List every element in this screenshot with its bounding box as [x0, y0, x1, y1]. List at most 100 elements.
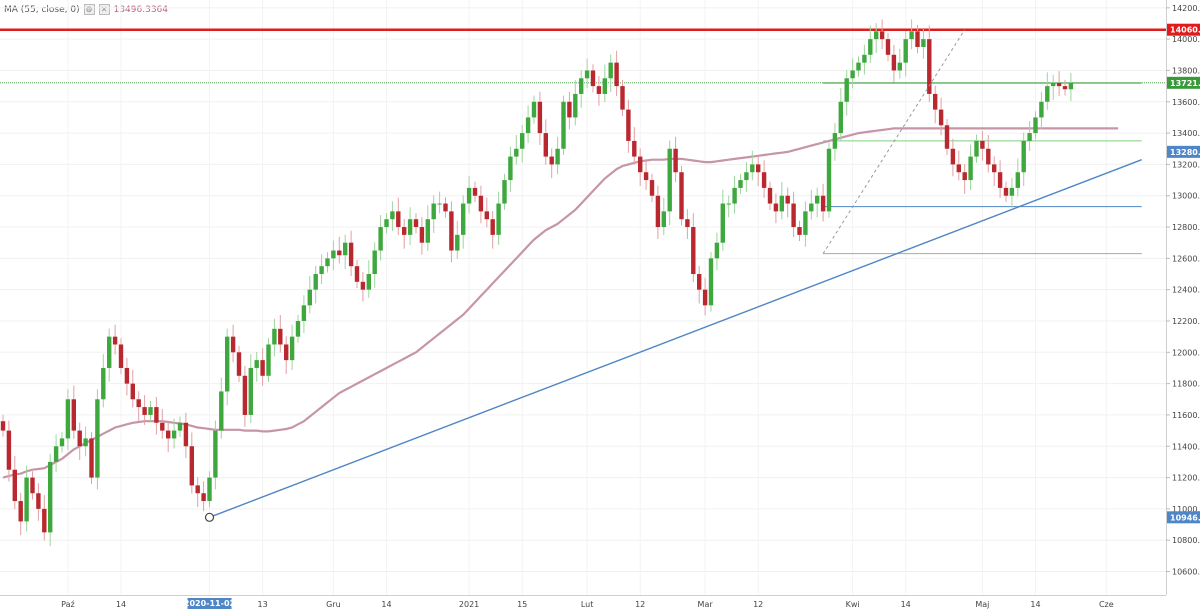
candle	[756, 156, 761, 187]
candle-body	[708, 258, 714, 306]
candle-body	[278, 328, 283, 345]
candle	[921, 29, 926, 59]
candle-body	[12, 469, 17, 502]
moving-average	[2, 127, 1119, 479]
x-tick-label: Kwi	[846, 600, 860, 609]
candle-body	[596, 86, 602, 94]
candle-body	[443, 203, 448, 212]
candle-body	[301, 305, 307, 321]
candle	[148, 400, 153, 422]
candle	[909, 19, 914, 50]
candle-body	[974, 140, 979, 157]
candle-body	[171, 430, 177, 439]
candle-body	[366, 274, 371, 290]
candle-body	[6, 430, 12, 470]
candle	[638, 148, 643, 187]
close-icon[interactable]: ✕	[98, 4, 110, 15]
candle	[207, 471, 212, 508]
candle	[874, 23, 879, 53]
candle	[649, 173, 655, 202]
candle-body	[166, 430, 171, 439]
candle	[490, 211, 495, 249]
y-tick-label: 11200.0	[1172, 474, 1200, 483]
candle-body	[767, 187, 773, 204]
candle-body	[42, 508, 47, 533]
candle-body	[514, 148, 519, 157]
candle-body	[673, 148, 678, 173]
candle	[502, 173, 507, 210]
y-tick-label: 12000.0	[1172, 348, 1200, 357]
candle	[65, 389, 71, 451]
candle-body	[248, 367, 253, 415]
candle-body	[779, 195, 784, 212]
candle-body	[921, 39, 926, 47]
candle-body	[773, 203, 779, 212]
candle	[626, 99, 631, 153]
candle	[508, 146, 513, 192]
gear-icon[interactable]: ⚙	[83, 4, 95, 15]
candle-body	[1021, 140, 1026, 173]
candle-body	[360, 281, 366, 290]
candle	[419, 217, 425, 255]
candle-body	[927, 39, 932, 94]
candle-body	[407, 219, 413, 235]
candle	[944, 119, 950, 156]
candle	[42, 495, 47, 541]
candle-body	[879, 31, 885, 40]
candle-body	[207, 477, 212, 502]
candle	[980, 130, 985, 161]
x-tick-label: 15	[517, 600, 527, 609]
candle-body	[130, 383, 135, 400]
candle	[325, 252, 330, 273]
candle-body	[862, 54, 867, 63]
candle-body	[697, 274, 702, 290]
candle-body	[944, 125, 950, 149]
candle-body	[1051, 82, 1056, 87]
candle	[213, 420, 218, 490]
candle	[992, 156, 997, 187]
candle	[48, 453, 53, 547]
candle	[425, 205, 430, 251]
candle-body	[1033, 117, 1038, 134]
candle	[744, 162, 749, 192]
x-tick-label: Paź	[61, 600, 75, 609]
time-cursor-tag	[187, 598, 232, 609]
y-tick-label: 12600.0	[1172, 254, 1200, 263]
candle	[154, 397, 159, 435]
candle	[891, 44, 897, 83]
candle	[413, 212, 419, 234]
candle	[177, 416, 183, 437]
candle	[1021, 132, 1026, 187]
candle-body	[608, 62, 613, 79]
candle	[236, 346, 242, 383]
candle-body	[956, 164, 961, 173]
candle-body	[915, 31, 920, 47]
candle	[791, 191, 796, 238]
candle	[431, 195, 436, 233]
candle-body	[295, 320, 301, 337]
candle-body	[667, 148, 672, 212]
candle	[773, 193, 779, 224]
candle-body	[142, 407, 147, 415]
candle-body	[502, 180, 507, 204]
candle	[36, 483, 41, 521]
candle-body	[201, 493, 206, 502]
candle	[614, 50, 619, 97]
candle	[1033, 111, 1038, 140]
candle	[667, 140, 672, 226]
candle	[820, 183, 826, 222]
candle	[260, 348, 265, 386]
candle-body	[236, 352, 242, 376]
candle	[714, 232, 720, 271]
candle-body	[679, 172, 684, 220]
candle	[543, 119, 548, 165]
candle-body	[71, 399, 76, 431]
candle	[112, 324, 118, 355]
candle-body	[555, 148, 560, 165]
candle	[95, 389, 100, 490]
candle-body	[750, 164, 755, 173]
candle	[478, 185, 484, 224]
candle-body	[590, 70, 596, 87]
price-tag-label: 10946.1	[1170, 513, 1200, 522]
